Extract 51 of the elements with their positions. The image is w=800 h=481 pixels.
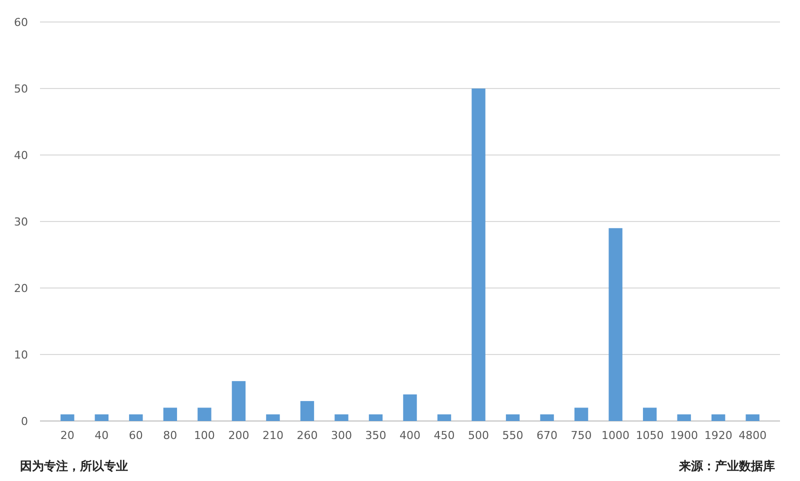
x-tick-label: 1920 <box>704 429 732 442</box>
bar <box>232 381 246 421</box>
x-tick-label: 20 <box>60 429 74 442</box>
x-tick-label: 450 <box>434 429 455 442</box>
bar <box>746 414 760 421</box>
y-tick-label: 50 <box>14 82 28 96</box>
bar <box>574 408 588 421</box>
x-tick-label: 200 <box>228 429 250 442</box>
text: 因为专注，所以专业 <box>20 459 128 473</box>
x-tick-label: 80 <box>163 429 178 442</box>
x-tick-label: 1000 <box>602 429 630 442</box>
y-tick-label: 30 <box>14 215 28 228</box>
x-tick-label: 750 <box>570 429 592 442</box>
x-tick-label: 500 <box>468 429 490 442</box>
bar <box>94 414 109 421</box>
x-tick-label: 400 <box>400 429 420 442</box>
source-note: 来源：产业数据库 <box>678 459 775 473</box>
x-tick-label: 550 <box>502 429 524 442</box>
bar <box>266 414 280 421</box>
x-tick-label: 210 <box>262 429 284 442</box>
bar <box>506 414 520 421</box>
bar <box>60 414 74 421</box>
x-tick-label: 260 <box>296 429 318 442</box>
x-tick-label: 670 <box>536 429 558 442</box>
x-tick-label: 100 <box>194 429 215 442</box>
y-tick-label: 20 <box>14 282 28 295</box>
bar <box>300 401 314 421</box>
bar <box>437 414 452 421</box>
bar <box>403 394 417 421</box>
x-tick-label: 60 <box>128 429 143 442</box>
bar <box>198 408 212 421</box>
y-tick-label: 10 <box>14 348 28 362</box>
bar <box>368 414 383 421</box>
x-tick-label: 1900 <box>670 429 698 442</box>
x-tick-label: 4800 <box>738 429 767 442</box>
bar <box>334 414 348 421</box>
bar <box>540 414 554 421</box>
y-tick-label: 60 <box>14 16 28 29</box>
x-tick-label: 350 <box>365 429 386 442</box>
x-tick-label: 1050 <box>636 429 664 442</box>
x-tick-label: 300 <box>330 429 352 442</box>
bar <box>711 414 726 421</box>
y-tick-label: 40 <box>14 148 28 162</box>
y-tick-label: 0 <box>21 414 28 428</box>
x-tick-label: 40 <box>94 429 109 442</box>
bar <box>129 414 143 421</box>
bar <box>608 228 622 421</box>
bar <box>163 408 178 421</box>
bar <box>642 408 657 421</box>
bar <box>472 88 486 421</box>
bar <box>677 414 691 421</box>
